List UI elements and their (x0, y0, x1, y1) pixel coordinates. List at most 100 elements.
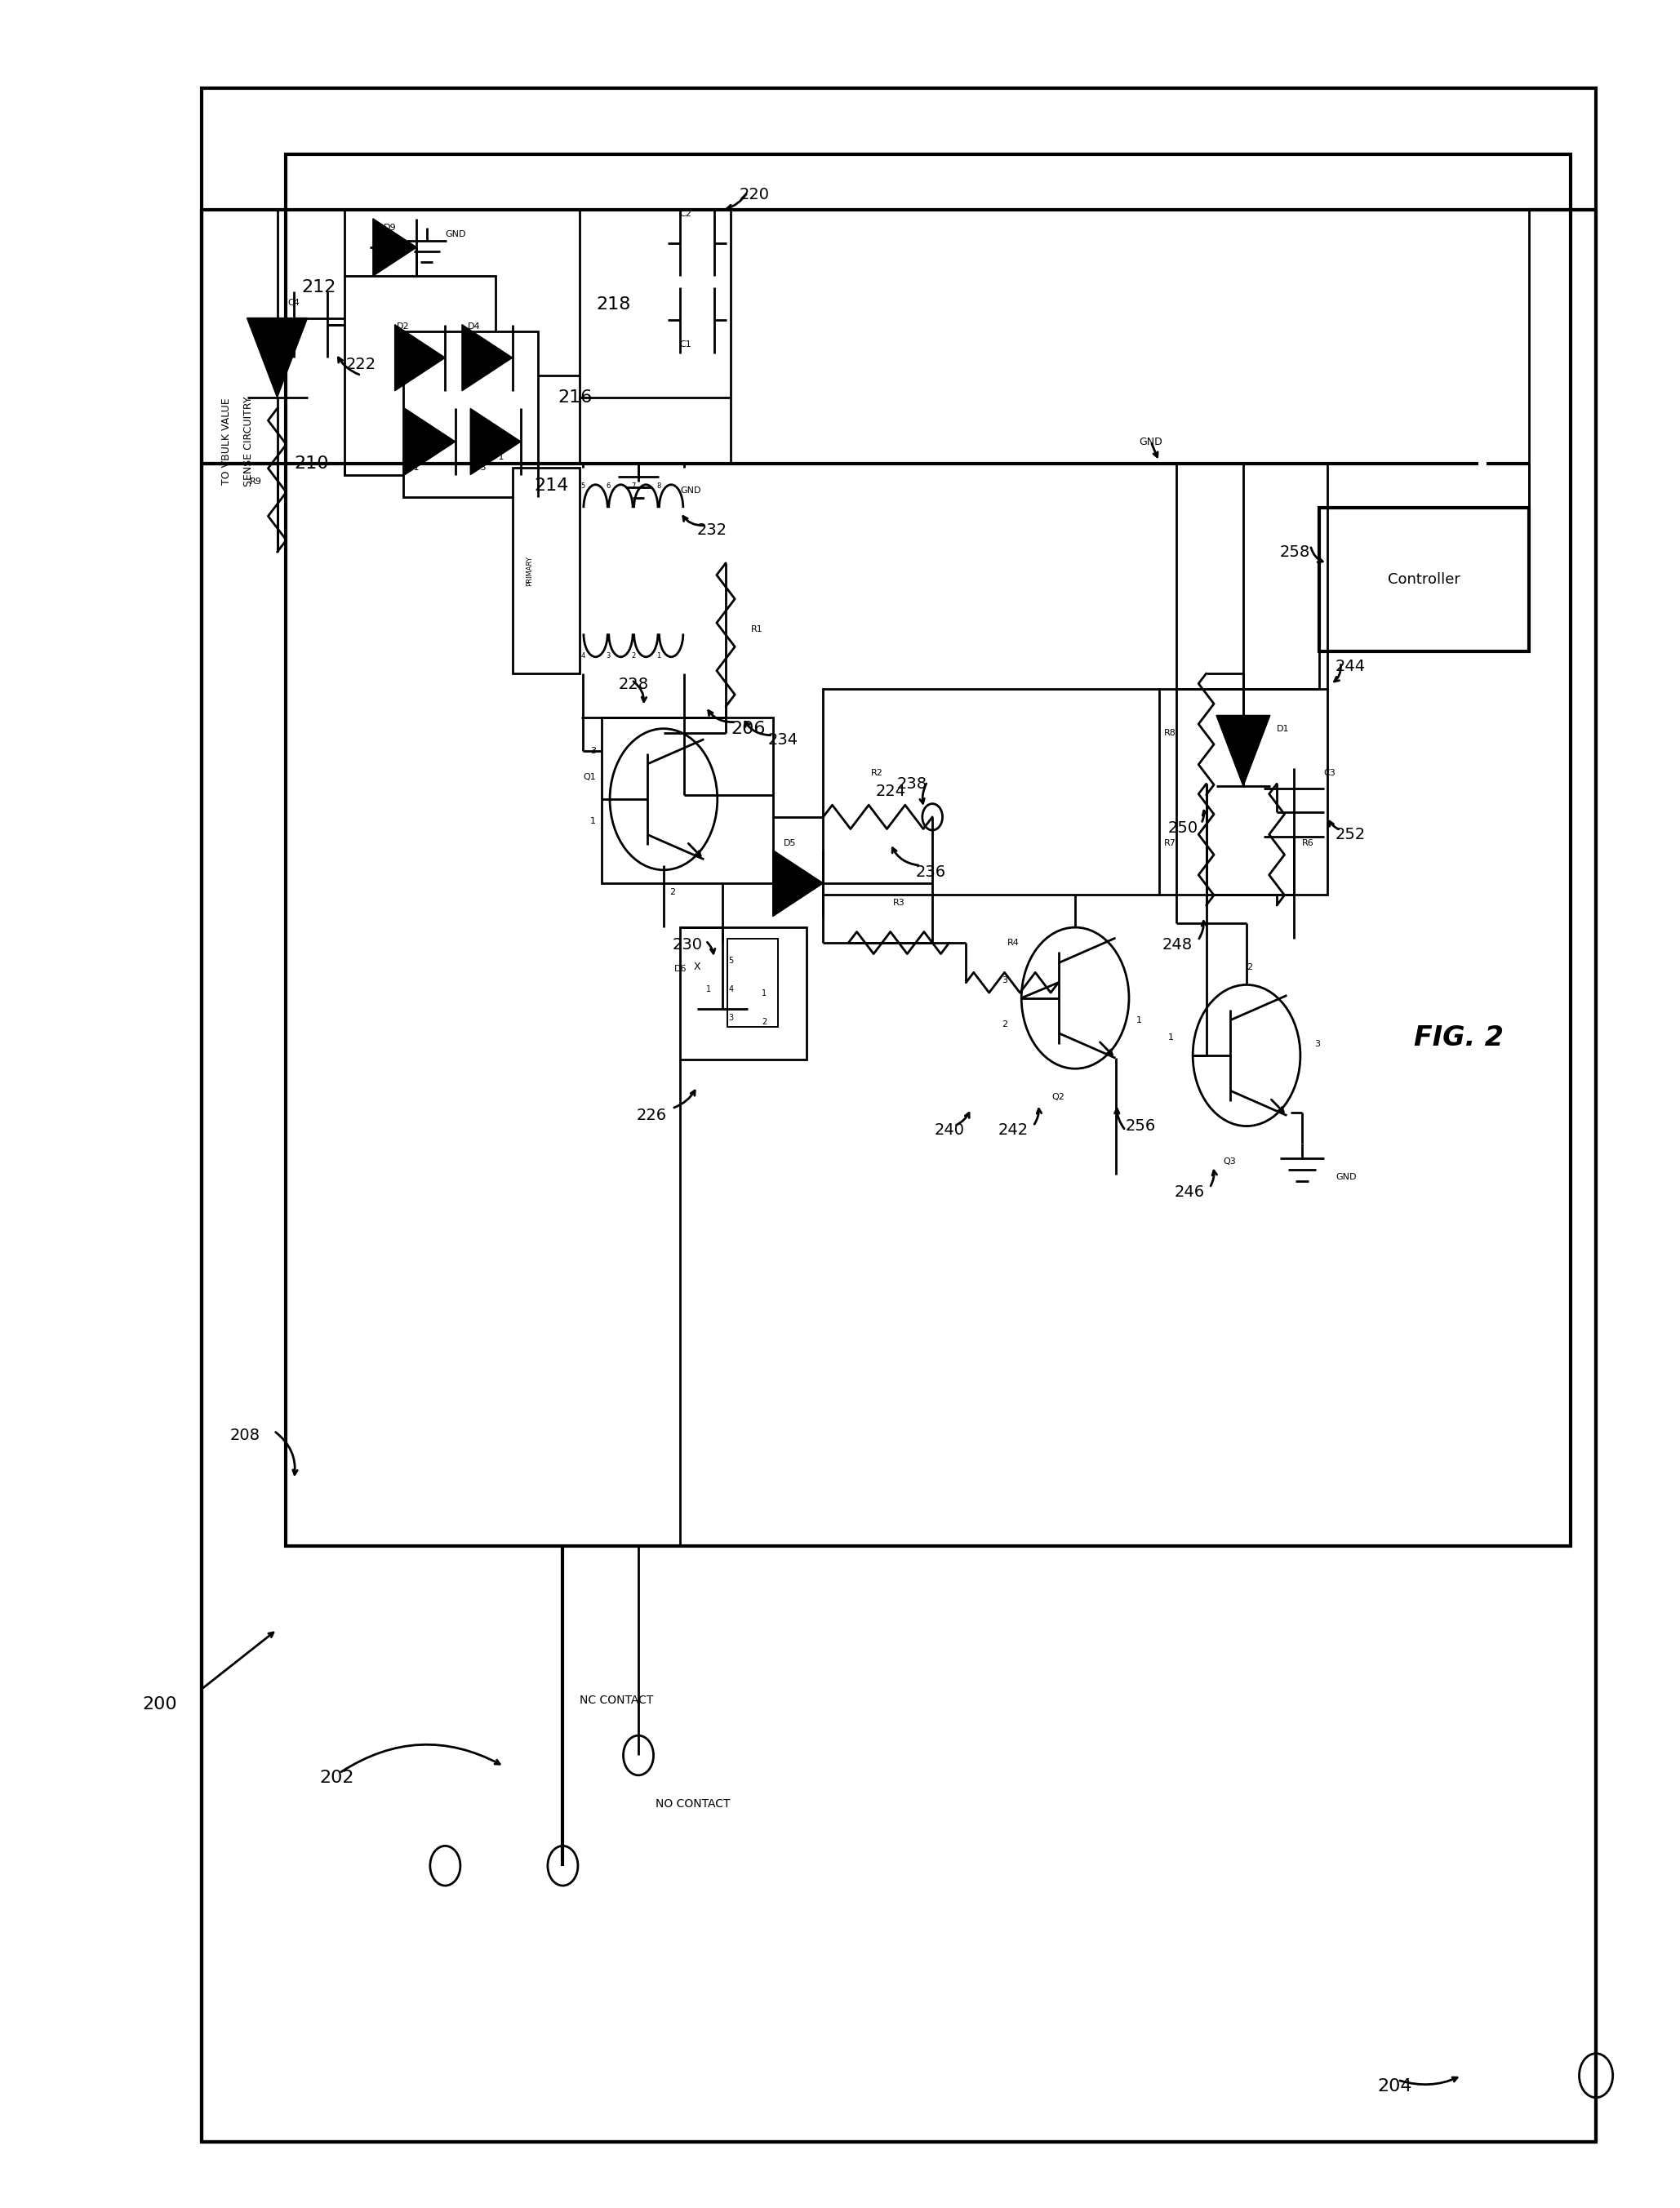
Text: D5: D5 (783, 839, 796, 848)
Text: R2: R2 (870, 768, 884, 777)
Text: 250: 250 (1168, 819, 1198, 837)
Text: R9: R9 (249, 477, 262, 486)
Text: X: X (694, 963, 701, 972)
Text: 2: 2 (632, 651, 635, 660)
Bar (403, 331, 538, 497)
Text: R4: R4 (1006, 938, 1020, 947)
Text: 6: 6 (606, 481, 610, 490)
Text: 1: 1 (590, 817, 596, 826)
Text: 210: 210 (294, 455, 329, 473)
Polygon shape (405, 408, 455, 475)
Text: 8: 8 (657, 481, 660, 490)
Text: 238: 238 (897, 775, 927, 793)
Text: D9: D9 (383, 223, 396, 232)
Text: 226: 226 (637, 1106, 667, 1124)
Text: 204: 204 (1378, 2078, 1413, 2095)
Text: 4: 4 (581, 651, 585, 660)
Text: D3: D3 (474, 464, 487, 473)
Text: PRIMARY: PRIMARY (526, 556, 533, 585)
Text: 228: 228 (618, 676, 648, 693)
Text: GND: GND (445, 230, 465, 238)
Text: 3: 3 (1001, 976, 1008, 985)
Text: 256: 256 (1126, 1117, 1156, 1135)
Text: 1: 1 (763, 989, 766, 998)
Text: 2: 2 (761, 1018, 768, 1027)
Bar (580, 210, 731, 397)
Text: 230: 230 (672, 936, 702, 954)
Text: C3: C3 (1324, 768, 1336, 777)
Bar (727, 938, 778, 1027)
Text: D6: D6 (674, 965, 687, 974)
Polygon shape (462, 325, 512, 391)
Text: FIG. 2: FIG. 2 (1415, 1025, 1504, 1051)
Text: 222: 222 (346, 355, 376, 373)
Text: 7: 7 (632, 481, 635, 490)
Text: 218: 218 (596, 296, 630, 314)
Text: Controller: Controller (1388, 572, 1460, 587)
Text: 214: 214 (534, 477, 570, 495)
Text: 232: 232 (697, 521, 727, 539)
Text: 1: 1 (1136, 1016, 1142, 1025)
Text: 5: 5 (727, 956, 734, 965)
Text: 2: 2 (1001, 1020, 1008, 1029)
Text: 5: 5 (581, 481, 585, 490)
Text: 258: 258 (1280, 543, 1310, 561)
Text: D4: D4 (467, 322, 480, 331)
Text: C4: C4 (287, 298, 301, 307)
Polygon shape (697, 943, 748, 1009)
Text: 208: 208 (230, 1426, 260, 1444)
Text: Q2: Q2 (1052, 1093, 1065, 1102)
Text: 206: 206 (731, 720, 766, 737)
Text: 2: 2 (1247, 963, 1253, 972)
Text: 3: 3 (729, 1013, 732, 1022)
Text: 246: 246 (1174, 1183, 1205, 1201)
Text: R3: R3 (892, 899, 906, 907)
Text: 3: 3 (590, 746, 596, 755)
Text: 248: 248 (1163, 936, 1193, 954)
Polygon shape (1216, 715, 1270, 786)
Bar (202, 88, 1596, 2142)
Text: C1: C1 (679, 340, 692, 349)
Text: 2: 2 (669, 888, 675, 896)
Text: 244: 244 (1336, 658, 1366, 676)
Polygon shape (373, 219, 417, 276)
Text: NO CONTACT: NO CONTACT (655, 1797, 729, 1811)
Text: Q1: Q1 (583, 773, 596, 782)
Text: C2: C2 (679, 210, 692, 219)
Text: R1: R1 (751, 625, 763, 634)
Text: R7: R7 (1164, 839, 1176, 848)
Text: R8: R8 (1164, 729, 1176, 737)
Text: 236: 236 (916, 863, 946, 881)
Text: 1: 1 (657, 651, 660, 660)
Bar (286, 155, 1571, 1546)
Text: TO VBULK VALUE: TO VBULK VALUE (222, 397, 232, 486)
Polygon shape (395, 325, 445, 391)
Polygon shape (247, 318, 307, 397)
Text: D1: D1 (1277, 724, 1290, 733)
Bar (601, 718, 773, 883)
Text: 220: 220 (739, 185, 769, 203)
Text: 242: 242 (998, 1122, 1028, 1139)
Text: SENSE CIRCUITRY: SENSE CIRCUITRY (244, 397, 254, 486)
Polygon shape (773, 850, 823, 916)
Text: 7F1: 7F1 (487, 453, 504, 461)
Polygon shape (470, 408, 521, 475)
Text: 234: 234 (768, 731, 798, 749)
Text: 252: 252 (1336, 826, 1366, 843)
Bar (1319, 508, 1529, 651)
Text: 1: 1 (1168, 1033, 1174, 1042)
Text: R6: R6 (1302, 839, 1314, 848)
Text: 212: 212 (301, 278, 336, 296)
Text: 3: 3 (1314, 1040, 1320, 1049)
Text: 224: 224 (875, 784, 906, 799)
Text: 4: 4 (729, 985, 732, 994)
Text: Q3: Q3 (1223, 1157, 1236, 1166)
Text: GND: GND (1139, 437, 1163, 446)
Bar (680, 927, 806, 1060)
Text: 240: 240 (934, 1122, 964, 1139)
Text: GND: GND (680, 486, 701, 495)
Bar (823, 689, 1159, 894)
Text: 3: 3 (606, 651, 610, 660)
Text: D1: D1 (407, 464, 420, 473)
Bar (1176, 689, 1327, 894)
